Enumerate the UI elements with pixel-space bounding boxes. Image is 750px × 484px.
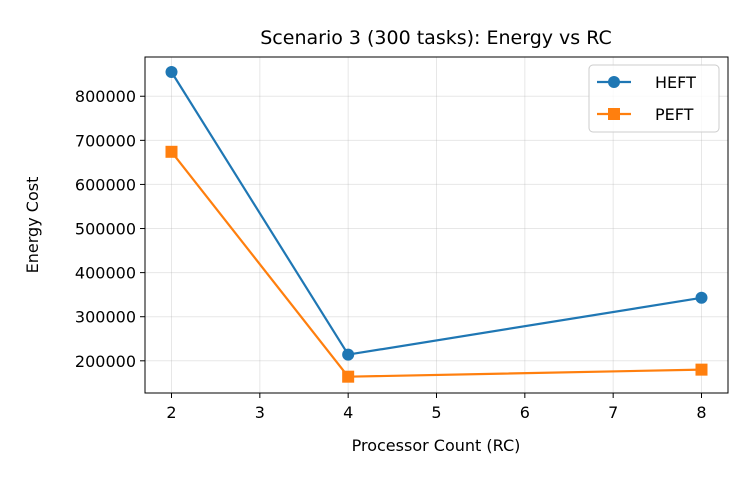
legend-label-heft: HEFT — [655, 73, 696, 92]
y-tick-label: 700000 — [75, 131, 136, 150]
x-tick-label: 5 — [431, 403, 441, 422]
legend-swatch-heft-marker — [608, 76, 620, 88]
y-tick-label: 800000 — [75, 87, 136, 106]
legend: HEFT PEFT — [588, 64, 720, 133]
y-tick-label: 500000 — [75, 220, 136, 239]
data-point-heft — [342, 348, 355, 361]
x-axis-label: Processor Count (RC) — [352, 436, 521, 455]
y-axis-label: Energy Cost — [23, 177, 42, 274]
y-tick-label: 600000 — [75, 175, 136, 194]
x-tick-label: 2 — [166, 403, 176, 422]
data-point-heft — [165, 65, 178, 78]
legend-label-peft: PEFT — [655, 105, 694, 124]
y-tick-label: 400000 — [75, 264, 136, 283]
data-point-peft — [695, 363, 708, 376]
y-tick-label: 300000 — [75, 308, 136, 327]
x-tick-label: 6 — [520, 403, 530, 422]
legend-swatch-peft-marker — [608, 108, 620, 120]
y-tick-label: 200000 — [75, 352, 136, 371]
x-tick-label: 3 — [255, 403, 265, 422]
x-tick-label: 8 — [696, 403, 706, 422]
x-tick-label: 4 — [343, 403, 353, 422]
data-point-peft — [165, 145, 178, 158]
data-point-peft — [342, 370, 355, 383]
chart-title: Scenario 3 (300 tasks): Energy vs RC — [260, 27, 612, 49]
x-tick-label: 7 — [608, 403, 618, 422]
data-point-heft — [695, 291, 708, 304]
series-layer — [165, 65, 708, 383]
legend-box — [588, 64, 720, 133]
tick-layer: 2 3 4 5 6 7 8 200000 300000 400000 500000 600000 700… — [75, 87, 707, 422]
grid-layer — [145, 57, 728, 393]
